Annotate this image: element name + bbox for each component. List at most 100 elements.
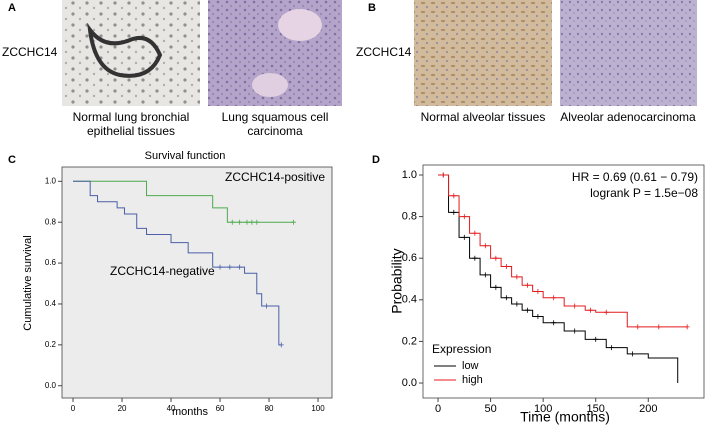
censor-mark: [551, 295, 557, 301]
censor-mark: [482, 243, 488, 249]
censor-mark: [237, 219, 243, 225]
censor-mark: [551, 320, 557, 326]
x-axis-label: Time (months): [520, 409, 610, 425]
censor-mark: [587, 307, 593, 313]
censor-mark: [451, 209, 457, 215]
censor-mark: [461, 234, 467, 240]
micrograph-texture: [414, 0, 552, 106]
x-tick-label: 100: [534, 403, 552, 415]
censor-mark: [535, 288, 541, 294]
caption: Alveolar adenocarcinoma: [560, 110, 696, 124]
caption: epithelial tissues: [87, 124, 175, 138]
censor-mark: [524, 307, 530, 313]
caption: Lung squamous cell: [222, 110, 329, 124]
micrographs: [62, 0, 697, 106]
survival-curve: [73, 180, 294, 223]
bronchus: [87, 22, 163, 78]
censor-mark: [493, 255, 499, 261]
legend-label: low: [462, 360, 479, 372]
censor-mark: [254, 219, 260, 225]
y-axis-label: Cumulative survival: [22, 235, 34, 330]
censor-mark: [656, 324, 662, 330]
censor-mark: [451, 193, 457, 199]
y-tick-label: 0.4: [402, 294, 417, 306]
x-tick-label: 150: [587, 403, 605, 415]
censor-mark: [514, 301, 520, 307]
censor-mark: [493, 284, 499, 290]
y-tick-label: 0.2: [402, 335, 417, 347]
micrograph-texture: [62, 0, 200, 106]
survival-curve: [73, 180, 282, 346]
y-tick-label: 1.0: [402, 169, 417, 181]
x-tick-label: 80: [265, 404, 274, 413]
censor-mark: [572, 328, 578, 334]
censor-mark: [608, 345, 614, 351]
censor-mark: [440, 172, 446, 178]
chart-title: Survival function: [145, 150, 226, 162]
censor-mark: [603, 309, 609, 315]
censor-mark: [572, 303, 578, 309]
censor-mark: [482, 272, 488, 278]
censor-mark: [635, 324, 641, 330]
x-tick-label: 0: [435, 403, 441, 415]
legend-title: Expression: [432, 342, 491, 356]
x-axis-label: months: [172, 406, 209, 418]
x-tick-label: 20: [118, 404, 127, 413]
row-label: ZCCHC14: [2, 45, 58, 59]
micrograph-texture: [560, 0, 697, 106]
censor-mark: [229, 219, 235, 225]
y-tick-label: 0.0: [402, 377, 417, 389]
caption: carcinoma: [247, 124, 303, 138]
caption: Normal alveolar tissues: [421, 110, 546, 124]
y-tick-label: 0.6: [402, 252, 417, 264]
censor-mark: [503, 264, 509, 270]
series-label: ZCCHC14-positive: [225, 170, 325, 184]
y-tick-label: 0.8: [45, 217, 57, 226]
panel-label: A: [8, 2, 16, 14]
censor-mark: [291, 219, 297, 225]
row-label: ZCCHC14: [356, 45, 412, 59]
caption: Normal lung bronchial: [73, 110, 190, 124]
censor-mark: [278, 342, 284, 348]
censor-mark: [472, 230, 478, 236]
x-tick-label: 0: [71, 404, 76, 413]
y-tick-label: 1.0: [45, 176, 57, 185]
y-tick-label: 0.8: [402, 210, 417, 222]
y-tick-label: 0.2: [45, 340, 57, 349]
annotation: logrank P = 1.5e−08: [590, 186, 698, 200]
y-tick-label: 0.6: [45, 258, 57, 267]
series-label: ZCCHC14-negative: [110, 264, 215, 278]
panel-label: D: [372, 154, 380, 166]
censor-mark: [217, 264, 223, 270]
censor-mark: [514, 274, 520, 280]
y-tick-label: 0.4: [45, 299, 57, 308]
legend-label: high: [462, 374, 483, 386]
censor-mark: [593, 336, 599, 342]
y-tick-label: 0.0: [45, 381, 57, 390]
censor-mark: [249, 219, 255, 225]
censor-mark: [237, 264, 243, 270]
censor-mark: [524, 282, 530, 288]
x-tick-label: 40: [167, 404, 176, 413]
annotation: HR = 0.69 (0.61 − 0.79): [572, 170, 698, 184]
panel-label: B: [368, 2, 376, 14]
keratin-pearl: [278, 9, 322, 41]
x-tick-label: 50: [484, 403, 496, 415]
censor-mark: [535, 313, 541, 319]
censor-mark: [461, 214, 467, 220]
censor-mark: [503, 295, 509, 301]
censor-mark: [244, 219, 250, 225]
plot-area: [61, 166, 333, 399]
censor-mark: [630, 351, 636, 357]
censor-mark: [684, 324, 690, 330]
x-tick-label: 200: [639, 403, 657, 415]
y-axis-label: Probability: [389, 248, 405, 313]
keratin-pearl: [252, 73, 288, 97]
censor-mark: [472, 255, 478, 261]
survival-curve: [438, 174, 679, 384]
x-tick-label: 100: [311, 404, 325, 413]
censor-mark: [264, 303, 270, 309]
panel-label: C: [8, 154, 16, 166]
